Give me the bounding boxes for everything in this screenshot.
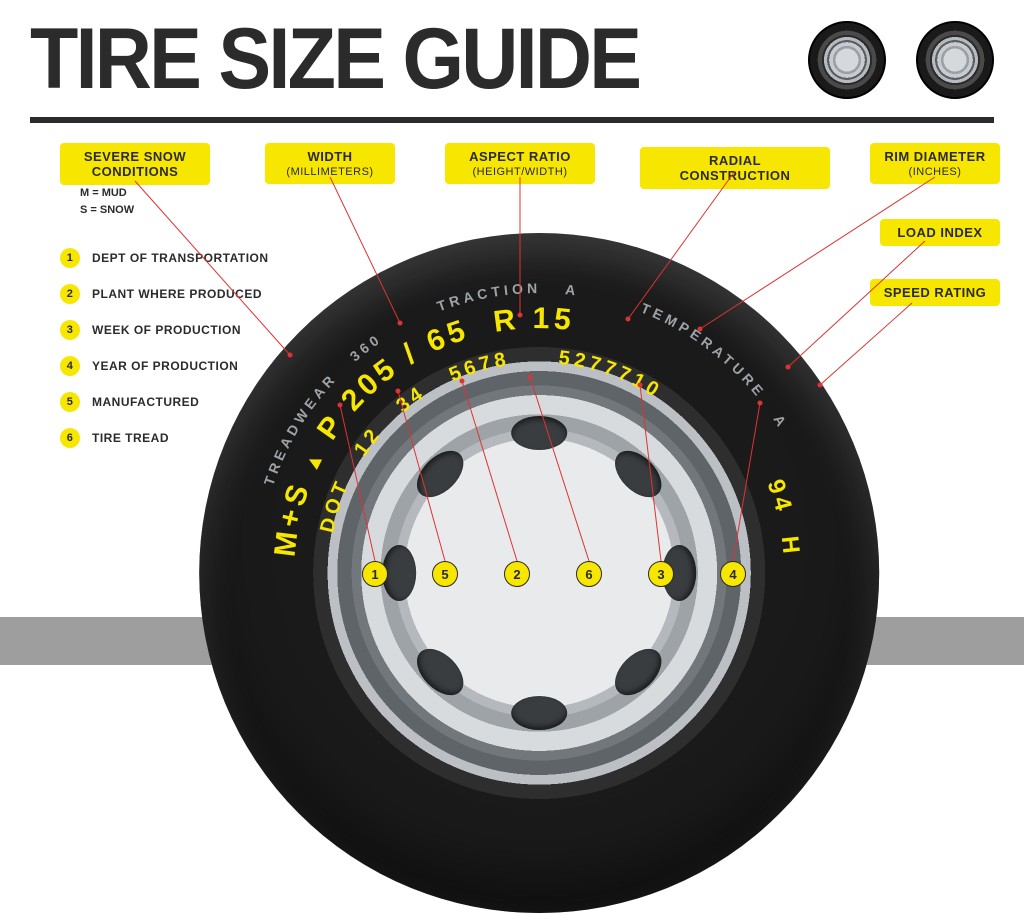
box-rim-diameter: RIM DIAMETER (INCHES): [870, 143, 1000, 184]
box-title: SEVERE SNOW CONDITIONS: [84, 149, 186, 179]
bottom-number-marker: 4: [720, 561, 746, 587]
box-speed-rating: SPEED RATING: [870, 279, 1000, 306]
box-sub: (HEIGHT/WIDTH): [457, 166, 583, 178]
box-aspect-ratio: ASPECT RATIO (HEIGHT/WIDTH): [445, 143, 595, 184]
box-title: RIM DIAMETER: [884, 149, 985, 164]
bottom-number-marker: 2: [504, 561, 530, 587]
box-title: RADIAL CONSTRUCTION: [680, 153, 791, 183]
legend-label: TIRE TREAD: [92, 431, 169, 445]
legend-number: 2: [60, 284, 80, 304]
box-sub: (INCHES): [882, 166, 988, 178]
legend-number: 5: [60, 392, 80, 412]
bottom-number-marker: 1: [362, 561, 388, 587]
severe-snow-sublabels: M = MUD S = SNOW: [80, 185, 134, 218]
tire: TREADWEAR 360 TRACTION A TEMPERATURE A M…: [199, 233, 879, 913]
legend-number: 1: [60, 248, 80, 268]
box-width: WIDTH (MILLIMETERS): [265, 143, 395, 184]
bottom-number-marker: 3: [648, 561, 674, 587]
infographic-content: SEVERE SNOW CONDITIONS M = MUD S = SNOW …: [0, 123, 1024, 603]
box-title: WIDTH: [307, 149, 352, 164]
box-load-index: LOAD INDEX: [880, 219, 1000, 246]
bottom-number-marker: 6: [576, 561, 602, 587]
tire-icon: [808, 21, 886, 99]
page-title: TIRE SIZE GUIDE: [30, 10, 639, 109]
tire-diagram: TREADWEAR 360 TRACTION A TEMPERATURE A M…: [199, 233, 879, 913]
legend-label: MANUFACTURED: [92, 395, 199, 409]
box-title: SPEED RATING: [884, 285, 987, 300]
box-radial: RADIAL CONSTRUCTION: [640, 147, 830, 189]
header: TIRE SIZE GUIDE: [0, 0, 1024, 109]
box-title: LOAD INDEX: [897, 225, 982, 240]
tire-icon: [916, 21, 994, 99]
arc-main-size: M+S ▲ P 205 / 65 R 15: [268, 302, 576, 559]
bottom-number-marker: 5: [432, 561, 458, 587]
legend-number: 6: [60, 428, 80, 448]
small-tire-icons: [808, 21, 994, 99]
tire-arc-text: TREADWEAR 360 TRACTION A TEMPERATURE A M…: [199, 233, 879, 913]
box-severe-snow: SEVERE SNOW CONDITIONS: [60, 143, 210, 185]
legend-number: 4: [60, 356, 80, 376]
legend-number: 3: [60, 320, 80, 340]
box-title: ASPECT RATIO: [469, 149, 571, 164]
box-sub: (MILLIMETERS): [277, 166, 383, 178]
arc-load-speed: 94 H: [761, 476, 804, 559]
